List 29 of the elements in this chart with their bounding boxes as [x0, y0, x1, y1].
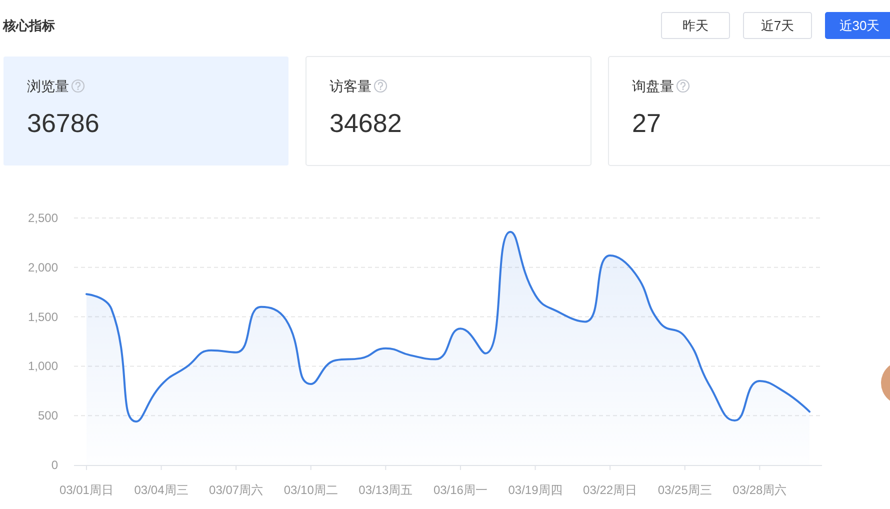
x-tick-label: 03/13周五 — [358, 483, 413, 497]
category-label: 昨天 — [682, 18, 708, 33]
button: 近7天 — [743, 12, 812, 39]
x-tick-label: 03/10周二 — [284, 483, 338, 497]
x-tick-label: 03/22周日 — [583, 483, 638, 497]
y-tick-label: 2,000 — [28, 260, 58, 274]
text: 核心指标 — [2, 18, 55, 33]
category-label: 询盘量 — [632, 78, 674, 94]
x-tick-label: 03/04周三 — [134, 483, 188, 497]
x-tick-label: 03/01周日 — [59, 483, 114, 497]
y-tick-label: 2,500 — [28, 211, 58, 225]
y-tick-label: 1,000 — [28, 359, 58, 374]
x-tick-label: 03/25周三 — [658, 483, 712, 497]
button: 近30天 — [825, 12, 890, 39]
category-label: 浏览量 — [27, 78, 69, 94]
data-label: 36786 — [27, 108, 100, 138]
category-label: 近7天 — [760, 18, 794, 33]
data-label: 34682 — [330, 108, 402, 138]
x-tick-label: 03/28周六 — [732, 483, 787, 497]
x-tick-label: 03/19周四 — [508, 483, 562, 497]
y-tick-label: 500 — [38, 408, 58, 423]
button: 昨天 — [661, 12, 730, 39]
y-tick-label: 0 — [51, 458, 58, 472]
y-tick-label: 1,500 — [28, 310, 58, 324]
category-label: 访客量 — [330, 78, 372, 94]
x-tick-label: 03/07周六 — [209, 483, 264, 497]
x-tick-label: 03/16周一 — [433, 483, 488, 497]
data-label: 27 — [632, 108, 661, 138]
category-label: 近30天 — [839, 18, 880, 33]
